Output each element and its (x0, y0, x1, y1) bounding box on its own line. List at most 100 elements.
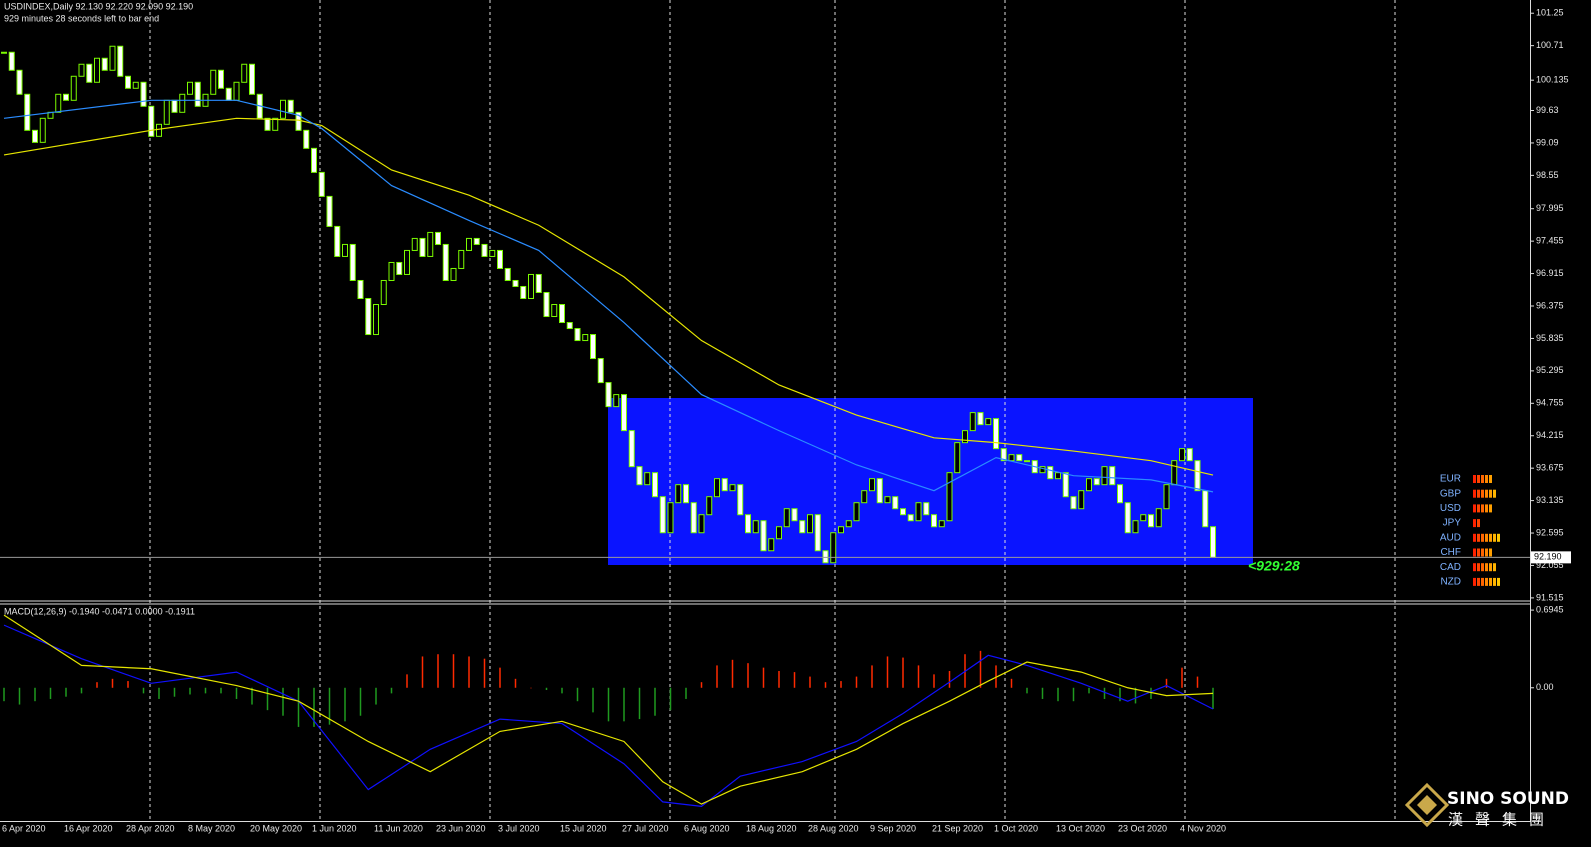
strength-segment (1473, 548, 1476, 557)
currency-label: AUD (1440, 532, 1461, 543)
histogram-bar (824, 682, 827, 688)
y-tick-label: 95.835 (1536, 333, 1564, 343)
grid (149, 0, 1396, 821)
candle (233, 81, 240, 101)
histogram-bar (220, 687, 222, 694)
candle (497, 249, 503, 269)
strength-segment (1477, 563, 1480, 572)
candle (1148, 514, 1154, 528)
strength-segment (1493, 563, 1496, 572)
candle (938, 520, 945, 528)
y-tick-label: 92.055 (1536, 560, 1564, 570)
candle (621, 394, 627, 432)
histogram-bar (282, 687, 284, 716)
histogram-bar (979, 650, 982, 688)
strength-bar (1473, 519, 1480, 528)
candle (140, 81, 147, 107)
histogram-bar (189, 687, 191, 695)
histogram-bar (468, 656, 470, 688)
candle (1194, 460, 1201, 492)
candle (419, 237, 426, 257)
candle (869, 478, 875, 492)
strength-segment (1477, 577, 1480, 586)
candle (1163, 484, 1170, 510)
currency-label: JPY (1443, 518, 1462, 529)
y-tick-label: 0.00 (1536, 682, 1554, 692)
x-tick-label: 6 Aug 2020 (684, 823, 730, 833)
histogram-bar (34, 687, 36, 702)
candle (148, 105, 155, 137)
candle (404, 249, 410, 275)
current-price-box (1531, 551, 1571, 564)
currency-label: EUR (1440, 474, 1461, 485)
y-tick-label: 93.135 (1536, 495, 1564, 505)
strength-segment (1477, 548, 1480, 557)
candle (241, 63, 248, 83)
y-tick-label: 98.55 (1536, 170, 1559, 180)
candle (1, 51, 7, 54)
x-tick-label: 21 Sep 2020 (932, 823, 983, 833)
candle (962, 430, 968, 444)
histogram-bar (297, 687, 300, 727)
candle (1186, 448, 1193, 462)
strength-bar (1473, 548, 1492, 557)
candle (1101, 466, 1108, 486)
candle (16, 69, 23, 95)
candle (597, 358, 604, 384)
histogram-bar (1103, 687, 1106, 699)
candle (349, 243, 356, 281)
histogram-bar (1088, 687, 1090, 694)
candle (690, 502, 697, 534)
candle (163, 99, 170, 125)
histogram-bar (607, 687, 610, 722)
candle (435, 231, 441, 245)
histogram-bar (313, 687, 315, 727)
candle (171, 99, 178, 113)
strength-segment (1489, 577, 1492, 586)
histogram-bar (545, 687, 548, 691)
histogram-bar (762, 667, 765, 688)
histogram-bar (747, 663, 749, 688)
strength-segment (1497, 577, 1500, 586)
candle (706, 496, 713, 516)
histogram-bar (1041, 687, 1044, 699)
strength-segment (1485, 475, 1488, 483)
currency-label: USD (1440, 503, 1461, 514)
candle (295, 111, 302, 131)
y-tick-label: 92.595 (1536, 527, 1564, 537)
candle (543, 291, 550, 318)
histogram-bar (933, 674, 935, 688)
candle (318, 171, 325, 197)
x-tick-label: 8 May 2020 (188, 823, 235, 833)
candle (884, 496, 891, 504)
candle (303, 129, 310, 149)
strength-segment (1477, 504, 1480, 513)
candle (1070, 496, 1077, 510)
candle (644, 472, 651, 486)
candle (442, 243, 449, 281)
candle (326, 195, 333, 227)
histogram-bar (235, 687, 238, 699)
strength-bar (1473, 563, 1496, 572)
strength-segment (1481, 533, 1484, 542)
strength-segment (1489, 548, 1492, 557)
currency-label: GBP (1440, 488, 1461, 499)
histogram-bar (840, 681, 842, 688)
candle (210, 69, 217, 95)
histogram-bar (778, 670, 780, 688)
histogram-bar (561, 687, 563, 694)
moving-average (3, 117, 1214, 476)
strength-segment (1489, 533, 1492, 542)
candle (985, 418, 992, 426)
chart-title: USDINDEX,Daily 92.130 92.220 92.090 92.1… (4, 1, 193, 11)
candle (1078, 490, 1085, 510)
candle (683, 484, 689, 504)
candle (721, 478, 728, 492)
candle (125, 75, 131, 89)
candle (729, 484, 736, 492)
histogram-bar (716, 665, 718, 688)
histogram-bar (855, 676, 858, 688)
histogram-bar (995, 665, 997, 688)
candle (737, 484, 744, 516)
